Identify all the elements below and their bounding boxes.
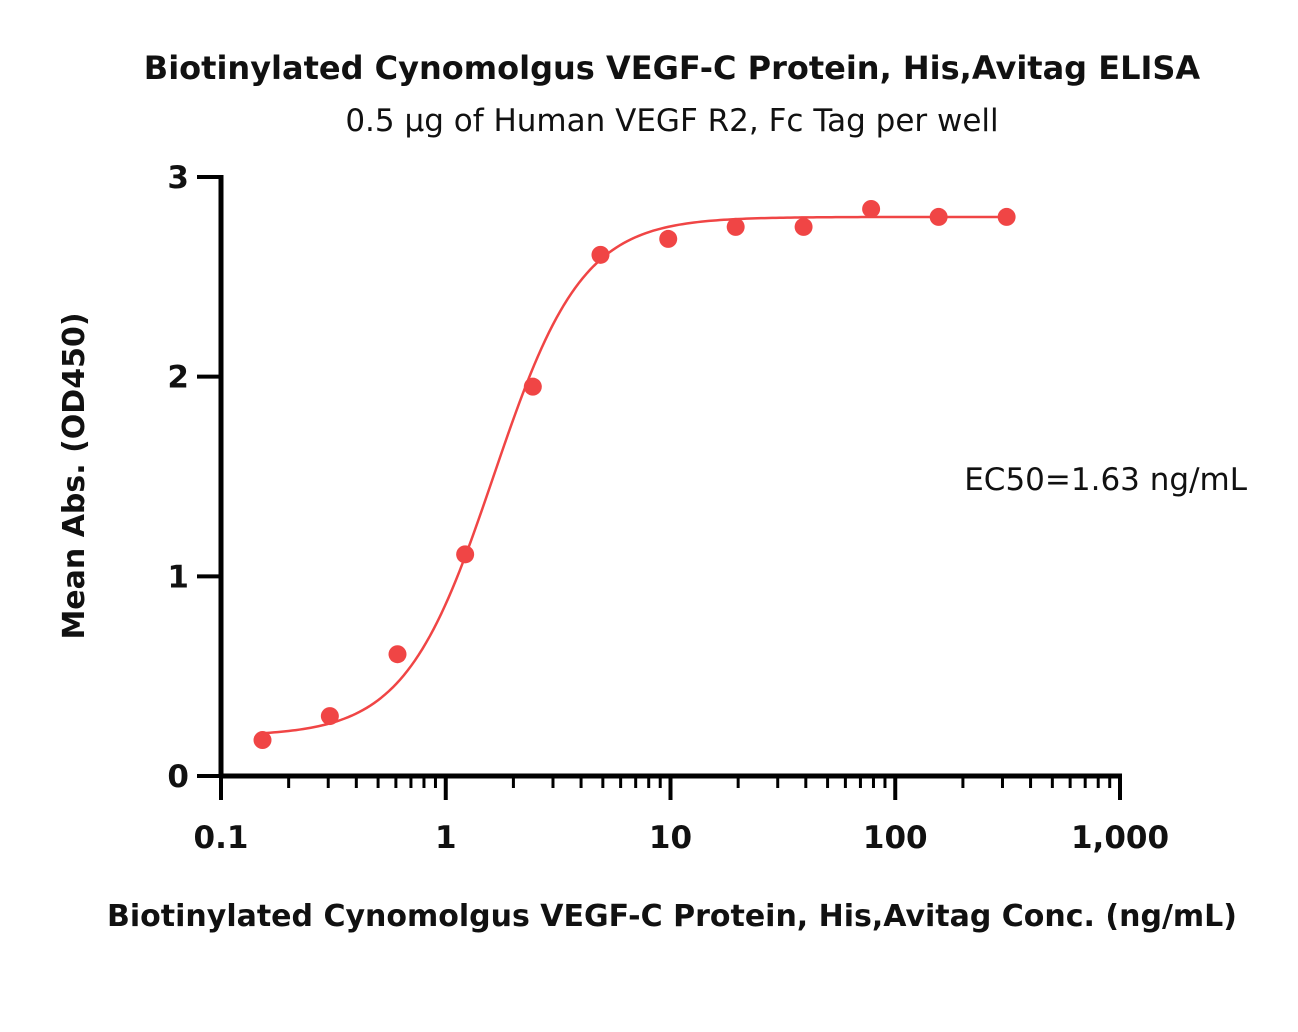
chart-title: Biotinylated Cynomolgus VEGF-C Protein, …: [144, 49, 1201, 87]
fit-curve: [262, 215, 1007, 735]
x-axis-title: Biotinylated Cynomolgus VEGF-C Protein, …: [107, 899, 1237, 934]
y-tick-label: 1: [167, 559, 189, 595]
data-point: [862, 199, 881, 218]
y-tick-label: 2: [167, 360, 189, 396]
x-tick-label: 1,000: [1071, 820, 1169, 856]
data-point: [794, 217, 813, 236]
plot-area: 0 1 2 3 0.1 1 10 100 1,000: [167, 160, 1169, 856]
data-point: [997, 207, 1016, 226]
x-tick-label: 0.1: [194, 820, 249, 856]
y-axis-title: Mean Abs. (OD450): [57, 312, 92, 639]
x-tick-label: 10: [649, 820, 692, 856]
ec50-annotation: EC50=1.63 ng/mL: [964, 462, 1247, 498]
y-tick-label: 0: [167, 759, 189, 795]
data-point: [726, 217, 745, 236]
data-point: [388, 645, 407, 664]
x-tick-label: 100: [863, 820, 928, 856]
data-point: [253, 731, 272, 750]
data-point: [591, 245, 610, 264]
chart-subtitle: 0.5 µg of Human VEGF R2, Fc Tag per well: [345, 103, 998, 139]
y-tick-label: 3: [167, 160, 189, 196]
data-point: [929, 207, 948, 226]
x-tick-label: 1: [435, 820, 457, 856]
data-point: [456, 545, 475, 564]
data-point: [659, 229, 678, 248]
data-point: [320, 707, 339, 726]
data-point: [523, 377, 542, 396]
